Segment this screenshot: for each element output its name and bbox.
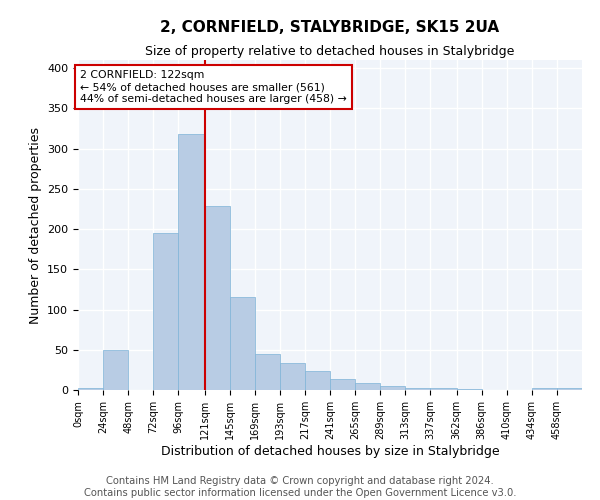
Bar	[405, 388, 430, 390]
Bar	[78, 388, 103, 390]
Text: Size of property relative to detached houses in Stalybridge: Size of property relative to detached ho…	[145, 45, 515, 58]
Bar	[305, 372, 330, 390]
Bar	[430, 388, 457, 390]
Y-axis label: Number of detached properties: Number of detached properties	[29, 126, 41, 324]
Bar	[457, 389, 482, 390]
Bar	[557, 388, 582, 390]
Bar	[280, 364, 305, 390]
Bar	[103, 350, 128, 390]
Bar	[532, 388, 557, 390]
Text: 2 CORNFIELD: 122sqm
← 54% of detached houses are smaller (561)
44% of semi-detac: 2 CORNFIELD: 122sqm ← 54% of detached ho…	[80, 70, 347, 104]
Bar	[205, 206, 230, 390]
Bar	[178, 134, 205, 390]
Bar	[330, 378, 355, 390]
X-axis label: Distribution of detached houses by size in Stalybridge: Distribution of detached houses by size …	[161, 444, 499, 458]
Text: Contains HM Land Registry data © Crown copyright and database right 2024.
Contai: Contains HM Land Registry data © Crown c…	[84, 476, 516, 498]
Bar	[355, 383, 380, 390]
Text: 2, CORNFIELD, STALYBRIDGE, SK15 2UA: 2, CORNFIELD, STALYBRIDGE, SK15 2UA	[160, 20, 500, 35]
Bar	[230, 298, 255, 390]
Bar	[380, 386, 405, 390]
Bar	[153, 233, 178, 390]
Bar	[255, 354, 280, 390]
